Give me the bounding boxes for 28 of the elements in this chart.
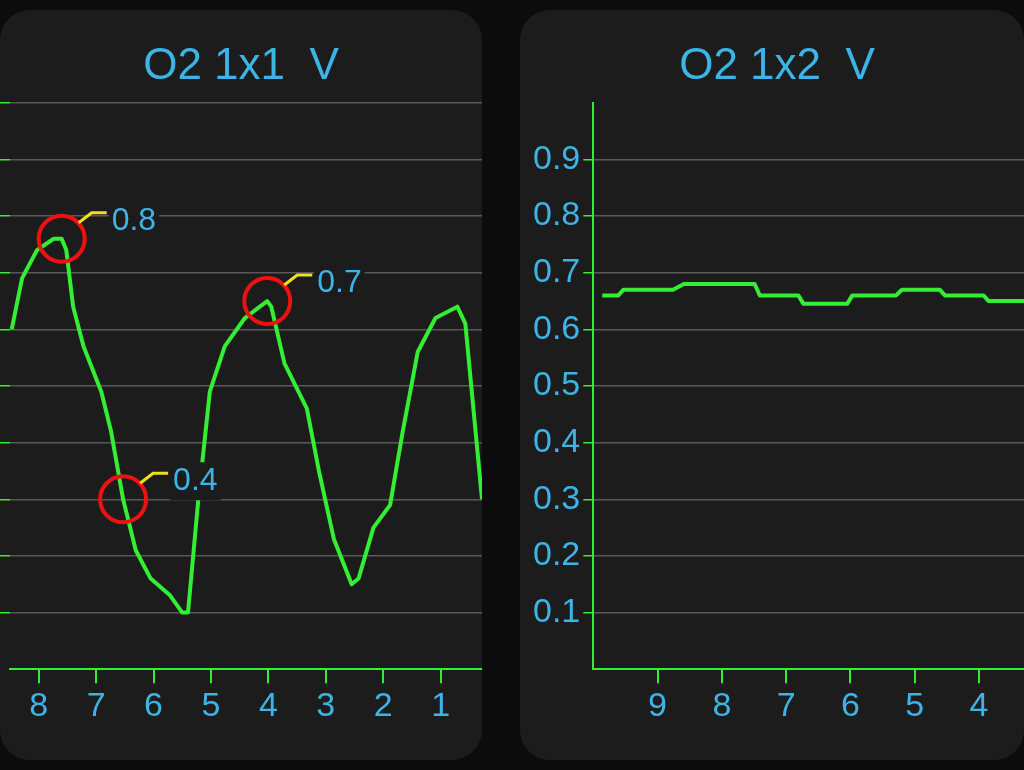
x-tick-label: 7 xyxy=(86,684,106,723)
x-tick-label: 1 xyxy=(431,684,451,723)
y-tick-label: 0.9 xyxy=(533,137,581,176)
annotation: 0.7 xyxy=(317,262,362,299)
x-tick-label: 8 xyxy=(29,684,49,723)
x-tick-label: 6 xyxy=(144,684,164,723)
y-tick-label: 0.2 xyxy=(533,534,581,573)
x-tick-label: 6 xyxy=(840,684,860,723)
x-tick-label: 3 xyxy=(316,684,336,723)
x-tick-label: 9 xyxy=(648,684,668,723)
y-tick-label: 0.5 xyxy=(533,364,581,403)
x-tick-label: 5 xyxy=(905,684,925,723)
y-tick-label: 0.7 xyxy=(533,251,581,290)
x-tick-label: 4 xyxy=(258,684,278,723)
y-tick-label: 0.8 xyxy=(533,194,581,233)
y-tick-label: 0.1 xyxy=(533,590,581,629)
x-tick-label: 5 xyxy=(201,684,221,723)
chart-title: O2 1x2 V xyxy=(679,38,876,88)
x-tick-label: 4 xyxy=(969,684,989,723)
y-tick-label: 0.3 xyxy=(533,477,581,516)
y-tick-label: 0.6 xyxy=(533,307,581,346)
y-tick-label: 0.4 xyxy=(533,421,581,460)
annotation: 0.4 xyxy=(173,461,218,498)
annotation: 0.8 xyxy=(111,200,157,237)
chart-title: O2 1x1 V xyxy=(143,38,340,88)
x-tick-label: 7 xyxy=(776,684,796,723)
x-tick-label: 2 xyxy=(373,684,393,723)
x-tick-label: 8 xyxy=(712,684,732,723)
